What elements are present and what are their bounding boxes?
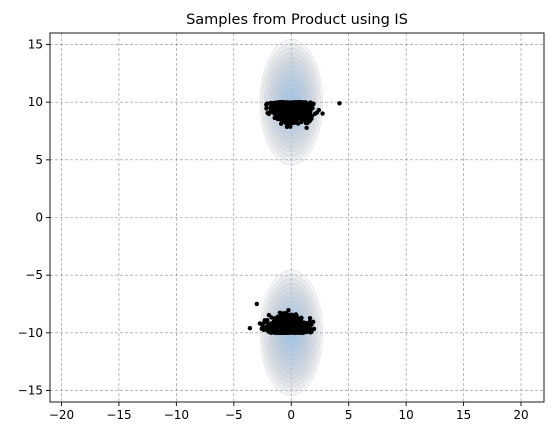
scatter-point-1793 [284, 325, 288, 329]
x-tick-label: −10 [164, 408, 189, 422]
x-tick-label: 5 [345, 408, 353, 422]
scatter-point-855 [303, 114, 307, 118]
scatter-point-864 [302, 100, 306, 104]
scatter-point-1800 [271, 324, 275, 328]
scatter-point-1716 [291, 317, 295, 321]
scatter-point-1771 [301, 323, 305, 327]
scatter-point-893 [308, 104, 312, 108]
scatter-point-878 [283, 121, 287, 125]
scatter-point-1788 [296, 322, 300, 326]
scatter-point-1473 [258, 321, 262, 325]
scatter-point-1803 [255, 302, 259, 306]
scatter-point-1795 [283, 329, 287, 333]
scatter-point-1797 [277, 328, 281, 332]
scatter-point-1370 [294, 312, 298, 316]
scatter-point-1802 [248, 326, 252, 330]
scatter-point-894 [299, 109, 303, 113]
x-tick-label: −20 [49, 408, 74, 422]
scatter-point-1792 [288, 329, 292, 333]
scatter-point-759 [278, 114, 282, 118]
y-tick-label: −10 [18, 326, 43, 340]
scatter-point-1801 [337, 101, 341, 105]
y-tick-label: 5 [35, 153, 43, 167]
scatter-point-890 [270, 106, 274, 110]
scatter-point-659 [320, 111, 324, 115]
scatter-point-1759 [263, 320, 267, 324]
scatter-point-883 [291, 101, 295, 105]
scatter-point-1777 [284, 315, 288, 319]
scatter-point-886 [284, 110, 288, 114]
scatter-point-836 [282, 115, 286, 119]
x-tick-label: −15 [106, 408, 131, 422]
scatter-point-898 [292, 107, 296, 111]
scatter-point-498 [304, 126, 308, 130]
x-tick-label: 20 [513, 408, 528, 422]
scatter-point-1703 [269, 315, 273, 319]
x-tick-label: 15 [456, 408, 471, 422]
scatter-point-891 [276, 104, 280, 108]
scatter-point-897 [279, 122, 283, 126]
x-tick-label: 10 [398, 408, 413, 422]
scatter-point-783 [308, 112, 312, 116]
x-tick-label: 0 [287, 408, 295, 422]
y-tick-label: 0 [35, 211, 43, 225]
scatter-point-900 [281, 104, 285, 108]
scatter-point-899 [296, 103, 300, 107]
scatter-point-651 [264, 106, 268, 110]
scatter-point-1762 [272, 330, 276, 334]
scatter-point-718 [313, 112, 317, 116]
scatter-point-1796 [277, 321, 281, 325]
scatter-point-1799 [284, 320, 288, 324]
scatter-point-882 [265, 101, 269, 105]
scatter-point-793 [285, 125, 289, 129]
scatter-point-868 [289, 116, 293, 120]
y-tick-label: −15 [18, 383, 43, 397]
y-tick-label: 10 [28, 95, 43, 109]
scatter-point-1780 [301, 327, 305, 331]
scatter-point-1798 [305, 324, 309, 328]
y-tick-label: −5 [25, 268, 43, 282]
scatter-point-889 [293, 116, 297, 120]
scatter-point-398 [304, 121, 308, 125]
chart-title: Samples from Product using IS [186, 12, 408, 28]
y-tick-label: 15 [28, 38, 43, 52]
x-tick-label: −5 [225, 408, 243, 422]
scatter-point-644 [293, 120, 297, 124]
